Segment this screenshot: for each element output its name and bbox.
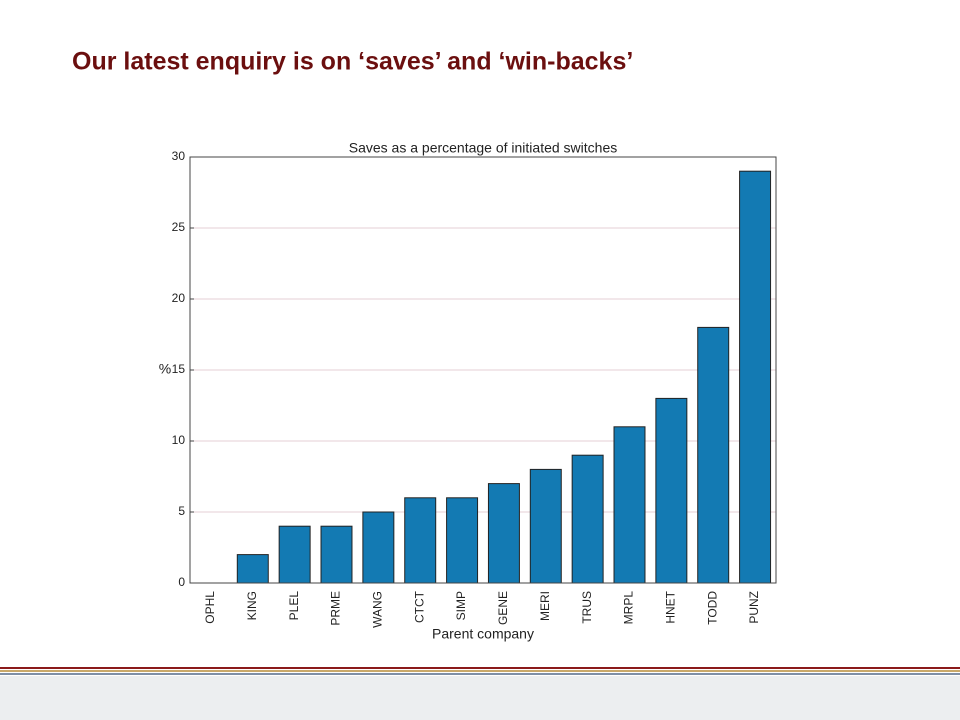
x-tick-label: CTCT (412, 590, 426, 623)
x-tick-label: MRPL (622, 591, 636, 625)
footer-band (0, 676, 960, 720)
x-tick-label: OPHL (203, 591, 217, 624)
footer-line (0, 667, 960, 669)
plot: 0 5 10 15 20 25 30 OPHL KING PLEL PRME WANG CTCT SIMP… (172, 149, 776, 628)
y-tick-label: 30 (172, 149, 186, 163)
bar (529, 468, 562, 584)
y-tick-label: 25 (172, 220, 186, 234)
x-tick-label: HNET (664, 590, 678, 623)
bar (487, 483, 520, 584)
x-tick-label: SIMP (454, 591, 468, 620)
plot-frame (189, 156, 777, 584)
y-tick-label: 15 (172, 362, 186, 376)
y-tick-label: 5 (178, 504, 185, 518)
x-tick-label: WANG (371, 591, 385, 628)
x-tick-label: MERI (538, 591, 552, 621)
y-tick-label: 0 (178, 575, 185, 589)
bar (655, 397, 688, 584)
bar (236, 554, 269, 584)
footer-line (0, 673, 960, 675)
y-tick-label: 20 (172, 291, 186, 305)
bar (362, 511, 395, 584)
bar (446, 497, 479, 584)
x-tick-label: PLEL (287, 591, 301, 621)
y-tick-label: 10 (172, 433, 186, 447)
bar (320, 525, 353, 584)
x-tick-label: KING (245, 591, 259, 620)
bar (278, 525, 311, 584)
slide-title: Our latest enquiry is on ‘saves’ and ‘wi… (72, 48, 633, 76)
x-tick-label: TRUS (580, 591, 594, 624)
bar (613, 426, 646, 584)
x-tick-label: PRME (329, 591, 343, 626)
bar (739, 170, 772, 584)
bar (571, 454, 604, 584)
footer-line (0, 670, 960, 672)
x-axis-label: Parent company (432, 626, 534, 642)
bar (404, 497, 437, 584)
x-tick-label: GENE (496, 591, 510, 625)
x-tick-label: PUNZ (747, 591, 761, 624)
chart-title: Saves as a percentage of initiated switc… (349, 140, 618, 156)
bar (697, 326, 730, 584)
x-tick-label: TODD (705, 591, 719, 625)
y-axis-label: % (159, 361, 171, 377)
